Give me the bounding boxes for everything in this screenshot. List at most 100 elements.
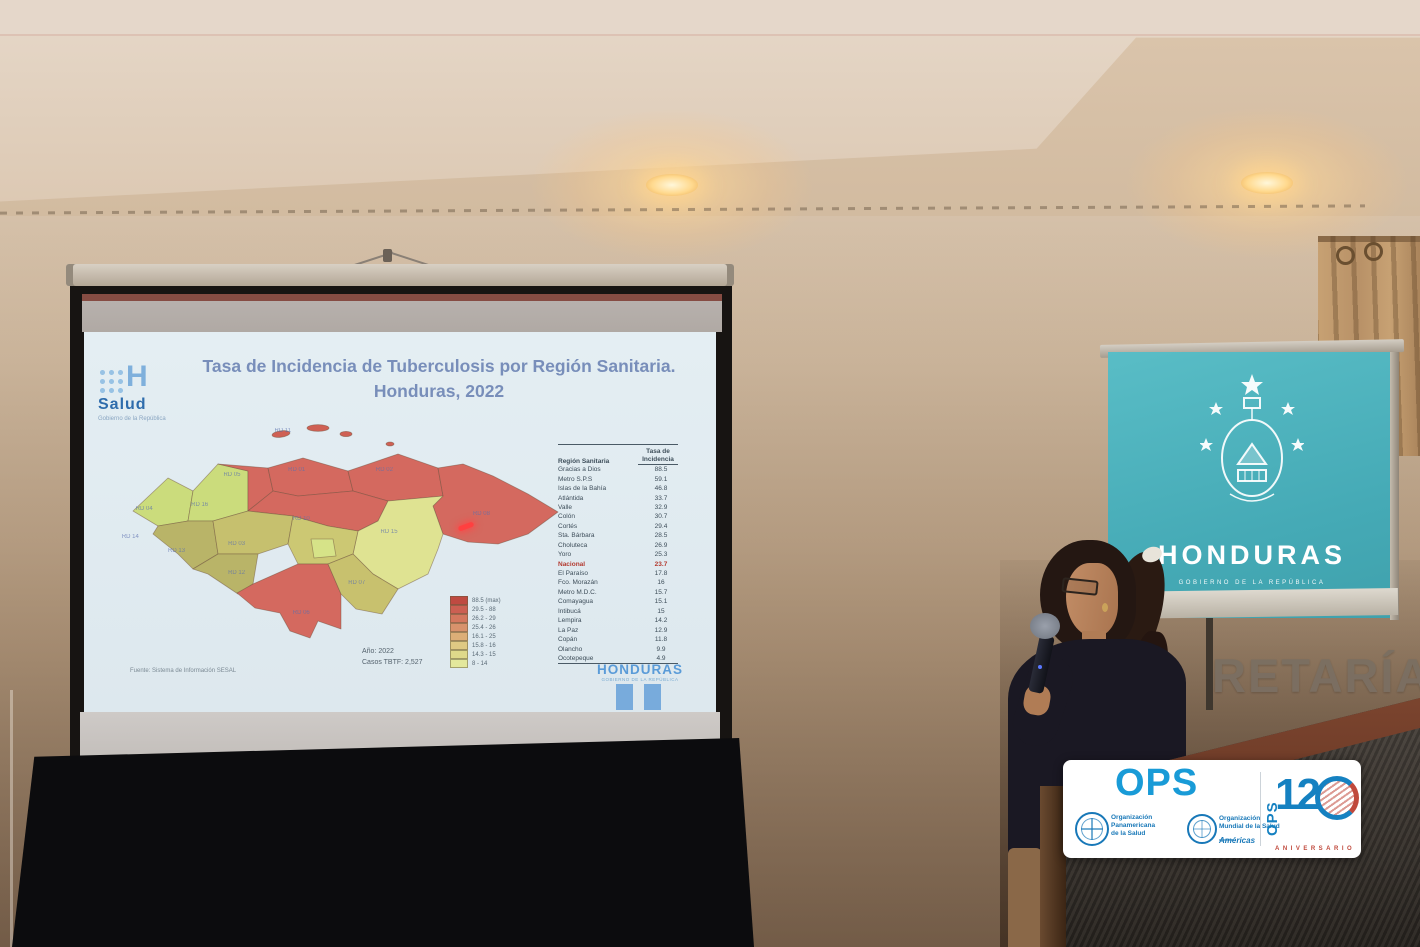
salud-logo-name: Salud (98, 396, 147, 413)
table-row: Colón 30.7 (558, 512, 678, 521)
table-cell-region: Yoro (558, 551, 572, 559)
table-cell-region: Metro S.P.S (558, 475, 593, 483)
table-cell-rate: 17.8 (654, 570, 668, 578)
table-cell-rate: 4.9 (656, 654, 666, 662)
table-cell-region: Colón (558, 513, 575, 521)
table-cell-region: Atlántida (558, 494, 584, 502)
who-americas-rule (1219, 839, 1233, 841)
table-cell-region: Sta. Bárbara (558, 532, 595, 540)
legend-color-swatch (450, 641, 468, 650)
table-cell-rate: 29.4 (654, 522, 668, 530)
paho-globe-icon (1081, 818, 1103, 840)
slide-year-note: Año: 2022 Casos TBTF: 2,527 (362, 646, 423, 668)
ops120-number: 12 (1275, 770, 1321, 819)
screen-casing-bar (66, 264, 734, 286)
table-cell-rate: 11.8 (654, 636, 668, 644)
table-row: Islas de la Bahía 46.8 (558, 484, 678, 493)
slide-title-line2: Honduras, 2022 (373, 381, 505, 402)
table-cell-rate: 9.9 (656, 645, 666, 653)
legend-color-swatch (450, 659, 468, 668)
table-row: Gracias a Dios 88.5 (558, 465, 678, 474)
map-region-label: RD 13 (168, 548, 186, 555)
legend-label: 14.3 - 15 (472, 651, 496, 658)
table-cell-rate: 14.2 (654, 617, 668, 625)
legend-row: 88.5 (max) (450, 596, 501, 605)
table-row: Yoro 25.3 (558, 550, 678, 559)
table-row: Metro S.P.S 59.1 (558, 474, 678, 483)
cases-label: Casos TBTF: 2,527 (362, 659, 423, 667)
ops120-globe-zero-icon (1315, 776, 1359, 820)
slide-title: Tasa de Incidencia de Tuberculosis por R… (179, 354, 699, 405)
legend-row: 29.5 - 88 (450, 605, 501, 614)
table-cell-region: Valle (558, 503, 572, 511)
slide-logo-bar (644, 684, 661, 710)
map-region-label: RD 15 (380, 528, 398, 535)
map-region-label: RD 11 (274, 427, 292, 434)
table-cell-region: Intibucá (558, 607, 581, 615)
ops-box-divider (1260, 772, 1261, 846)
table-cell-region: Ocotepeque (558, 654, 594, 662)
map-region-label: RD 16 (191, 501, 209, 508)
table-cell-region: Olancho (558, 645, 583, 653)
banner-country-name: HONDURAS (1157, 540, 1346, 570)
slide-honduras-logo-name: HONDURAS (596, 662, 683, 677)
map-region-label: RD 05 (223, 472, 241, 479)
legend-row: 15.8 - 16 (450, 641, 501, 650)
table-cell-rate: 33.7 (654, 494, 668, 502)
table-row: Valle 32.9 (558, 503, 678, 512)
table-cell-rate: 32.9 (654, 503, 668, 511)
table-row: Atlántida 33.7 (558, 493, 678, 502)
salud-logo-h-icon: H (126, 360, 148, 393)
incidence-table-body: Gracias a Dios 88.5 Metro S.P.S 59.1 Isl… (558, 465, 678, 663)
slide-logo-bar (616, 684, 633, 710)
paho-emblem-icon (1075, 812, 1109, 846)
projection-edge-band (82, 294, 722, 301)
table-cell-region: Comayagua (558, 598, 594, 606)
year-label: Año: 2022 (362, 648, 394, 655)
table-row: Fco. Morazán 16 (558, 578, 678, 587)
ceiling-cove (0, 0, 1420, 36)
table-cell-rate: 25.3 (654, 551, 668, 559)
table-cell-region: Islas de la Bahía (558, 485, 607, 493)
honduras-coat-of-arms (1200, 374, 1304, 502)
who-emblem-icon (1187, 814, 1217, 844)
black-draped-table (12, 738, 754, 947)
table-cell-rate: 26.9 (654, 541, 668, 549)
table-row: El Paraíso 17.8 (558, 569, 678, 578)
legend-row: 16.1 - 25 (450, 632, 501, 641)
table-cell-region: Gracias a Dios (558, 466, 601, 474)
table-cell-region: Copán (558, 636, 578, 644)
legend-label: 88.5 (max) (472, 597, 501, 604)
recessed-light-right (1241, 172, 1293, 194)
legend-label: 26.2 - 29 (472, 615, 496, 622)
table-cell-rate: 46.8 (654, 485, 668, 493)
map-region-label: RD 06 (292, 609, 310, 616)
slide-honduras-logo-tagline: GOBIERNO DE LA REPÚBLICA (601, 677, 679, 682)
legend-color-swatch (450, 605, 468, 614)
presenter-earring (1102, 603, 1108, 612)
salud-logo-tagline: Gobierno de la República (98, 416, 166, 422)
slide-title-line1: Tasa de Incidencia de Tuberculosis por R… (202, 356, 676, 376)
map-region-label: RD 12 (228, 570, 246, 577)
table-cell-region: Fco. Morazán (558, 579, 598, 587)
table-cell-region: Lempira (558, 617, 582, 625)
table-header-region: Región Sanitaria (558, 458, 610, 465)
map-region-label: RD 02 (375, 467, 393, 474)
table-cell-rate: 16 (657, 579, 665, 587)
legend-color-swatch (450, 632, 468, 641)
table-cell-rate: 15 (657, 607, 665, 615)
legend-label: 29.5 - 88 (472, 606, 496, 613)
salud-logo-dots-icon (98, 368, 124, 394)
wall-sign-secretaria: RETARÍA (1212, 649, 1420, 702)
table-row: Choluteca 26.9 (558, 541, 678, 550)
ops120-anniversary-caption: ANIVERSARIO (1275, 846, 1356, 852)
incidence-table-header: Región Sanitaria Tasa de Incidencia (558, 444, 678, 465)
ops-paho-logo-box: OPS Organización Panamericana de la Salu… (1063, 760, 1361, 858)
map-region-label: RD 08 (472, 511, 490, 518)
table-header-rate: Tasa de Incidencia (638, 448, 678, 465)
table-row: La Paz 12.9 (558, 625, 678, 634)
curtain-grommet (1364, 242, 1383, 261)
legend-row: 26.2 - 29 (450, 614, 501, 623)
banner-tagline: GOBIERNO DE LA REPÚBLICA (1178, 580, 1326, 586)
legend-label: 8 - 14 (472, 660, 488, 667)
